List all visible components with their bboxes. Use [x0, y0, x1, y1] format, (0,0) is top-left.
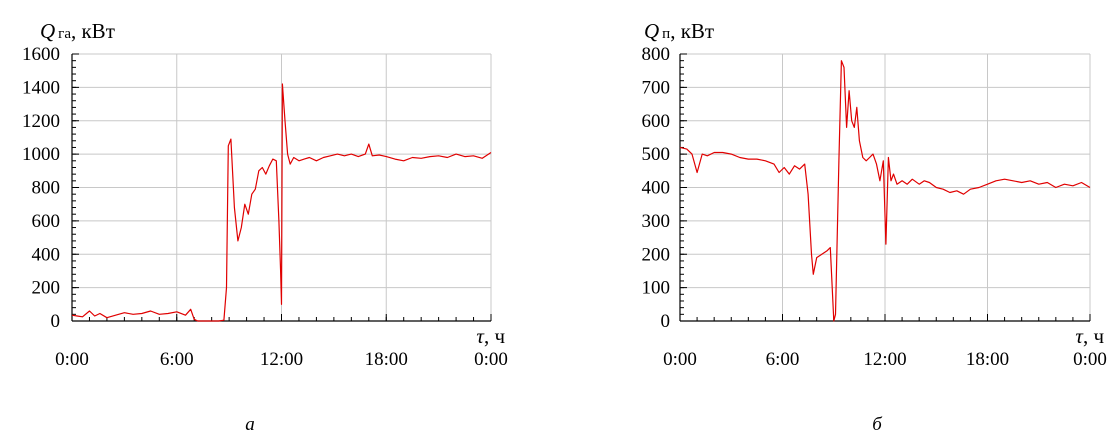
x-axis-unit: , ч [484, 324, 506, 348]
x-axis-label: τ, ч [476, 324, 505, 348]
y-tick-label: 400 [642, 178, 671, 199]
y-tick-label: 1400 [22, 77, 60, 98]
y-tick-label: 1600 [22, 44, 60, 65]
y-axis-subscript: га [58, 26, 71, 42]
series-line [679, 60, 1091, 322]
y-axis-symbol: Q [40, 19, 55, 43]
x-tick-label: 12:00 [863, 349, 906, 370]
y-tick-label: 0 [661, 311, 671, 332]
chart-caption: б [872, 414, 883, 434]
y-axis-subscript: п [662, 26, 670, 42]
y-tick-label: 100 [642, 278, 671, 299]
x-tick-label: 18:00 [966, 349, 1009, 370]
x-axis-unit: , ч [1083, 324, 1105, 348]
y-tick-label: 600 [32, 211, 61, 232]
x-tick-label: 18:00 [365, 349, 408, 370]
y-tick-label: 800 [642, 44, 671, 65]
x-axis-symbol: τ [476, 324, 485, 348]
x-tick-label: 12:00 [260, 349, 303, 370]
x-tick-label: 6:00 [766, 349, 800, 370]
y-tick-label: 200 [32, 278, 61, 299]
x-axis-symbol: τ [1075, 324, 1084, 348]
y-tick-label: 500 [642, 144, 671, 165]
x-tick-label: 6:00 [160, 349, 194, 370]
y-tick-label: 800 [32, 178, 61, 199]
x-tick-label: 0:00 [474, 349, 508, 370]
y-tick-label: 1200 [22, 111, 60, 132]
y-tick-label: 400 [32, 244, 61, 265]
y-tick-label: 200 [642, 244, 671, 265]
y-tick-label: 0 [51, 311, 61, 332]
chart-b: 0 100 200 300 400 500 600 700 800 0:00 6:00 12:00 18… [642, 19, 1107, 434]
series-line [71, 83, 492, 322]
x-tick-label: 0:00 [55, 349, 89, 370]
y-tick-label: 700 [642, 77, 671, 98]
chart-caption: а [245, 414, 255, 434]
y-axis-unit: , кВт [71, 19, 115, 43]
x-axis-label: τ, ч [1075, 324, 1104, 348]
x-tick-label: 0:00 [663, 349, 697, 370]
y-tick-label: 600 [642, 111, 671, 132]
chart-a: 0 200 400 600 800 1000 1200 1400 1600 0:00 6:00 12:… [22, 19, 508, 434]
x-tick-label: 0:00 [1073, 349, 1107, 370]
y-axis-unit: , кВт [670, 19, 714, 43]
y-axis-symbol: Q [644, 19, 659, 43]
y-tick-label: 1000 [22, 144, 60, 165]
y-tick-label: 300 [642, 211, 671, 232]
